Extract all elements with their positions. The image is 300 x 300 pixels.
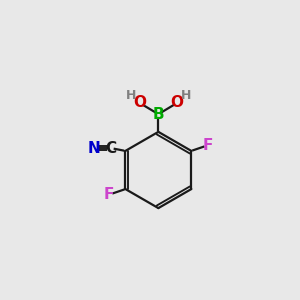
Text: C: C [106,141,117,156]
Text: B: B [153,107,164,122]
Text: F: F [103,187,114,202]
Text: O: O [170,95,183,110]
Text: H: H [126,89,136,102]
Text: O: O [134,95,146,110]
Text: N: N [87,141,100,156]
Text: F: F [203,138,213,153]
Text: H: H [180,89,191,102]
